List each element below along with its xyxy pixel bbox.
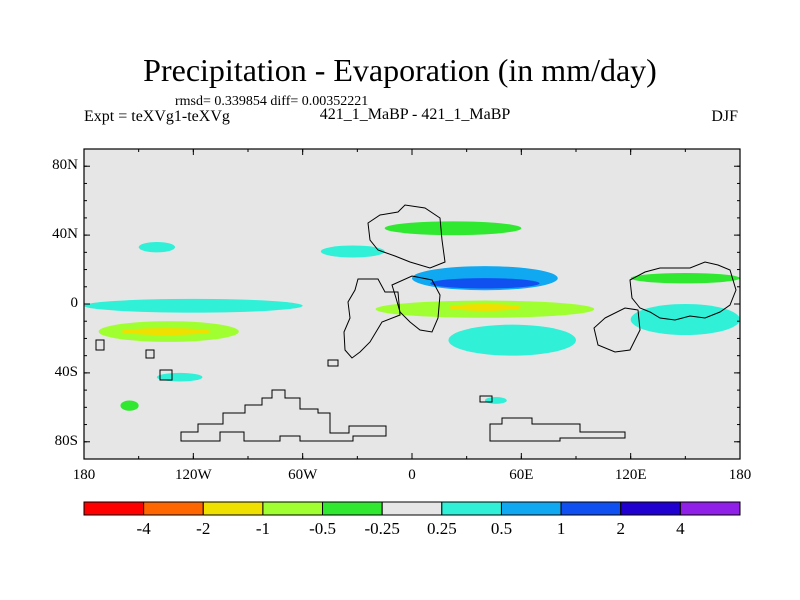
field-region-equatorial-dry-core — [448, 304, 522, 311]
lat-label: 40S — [54, 363, 78, 380]
stats-text: rmsd= 0.339854 diff= 0.00352221 — [175, 94, 369, 109]
lon-label: 60W — [288, 467, 318, 483]
colorbar-box — [679, 501, 741, 516]
colorbar-box — [83, 501, 145, 516]
coastline-island-b — [159, 369, 173, 381]
colorbar-label: -1 — [255, 519, 270, 538]
coastline-africa — [391, 275, 441, 333]
colorbar-label: -2 — [196, 519, 211, 538]
lat-label: 40N — [52, 226, 78, 243]
colorbar-box — [322, 501, 383, 516]
lon-label: 180 — [728, 467, 752, 483]
colorbar-label: -4 — [136, 519, 151, 538]
precip-evap-fields — [84, 221, 740, 411]
coastline-island-e — [95, 339, 105, 351]
colorbar-label: 4 — [676, 519, 685, 538]
colorbar-box — [441, 501, 502, 516]
field-region-southern-ocean-patch-a — [156, 372, 203, 382]
field-region-indian-ocean-wet-band — [448, 324, 576, 356]
colorbar-label: 2 — [616, 519, 625, 538]
field-region-southern-ocean-patch-c — [484, 397, 507, 404]
colorbar-label: 0.25 — [426, 519, 457, 538]
lon-label: 60E — [509, 467, 534, 483]
season-label: DJF — [711, 108, 738, 125]
coastline-south-continent — [180, 389, 387, 442]
coastline-island-d — [479, 395, 493, 403]
plot-title: Precipitation - Evaporation (in mm/day) — [143, 52, 657, 88]
colorbar — [83, 501, 741, 516]
coastline-australia — [593, 307, 641, 353]
colorbar-box — [560, 501, 622, 516]
field-region-eurasia-north-band — [384, 221, 522, 236]
experiment-label: Expt = teXVg1-teXVg — [84, 108, 230, 125]
colorbar-box — [262, 501, 324, 516]
colorbar-label: -0.5 — [309, 519, 336, 538]
coastline-island-a — [327, 359, 339, 367]
coastline-island-c — [145, 349, 155, 359]
coastlines — [95, 204, 737, 442]
field-region-southern-ocean-patch-b — [120, 400, 139, 411]
field-region-south-pacific-convergence-core — [120, 328, 212, 335]
field-region-north-pacific-patch — [138, 242, 176, 253]
colorbar-box — [381, 501, 443, 516]
lat-label: 0 — [70, 295, 79, 311]
coastline-south-america — [343, 278, 401, 359]
colorbar-label: -0.25 — [364, 519, 400, 538]
lat-label: 80N — [52, 157, 78, 174]
lon-label: 180 — [72, 467, 96, 483]
field-region-north-atlantic-band — [320, 245, 385, 258]
coastline-east-asia — [629, 261, 737, 321]
axis-ticks — [83, 149, 741, 459]
colorbar-box — [143, 501, 204, 516]
colorbar-label: 1 — [556, 519, 566, 538]
field-region-tropical-pacific-band — [84, 298, 303, 313]
lat-label: 80S — [54, 432, 78, 449]
coastline-south-east — [489, 417, 626, 442]
lon-label: 120E — [614, 467, 647, 483]
field-region-west-pacific-band — [630, 304, 740, 335]
colorbar-box — [500, 501, 562, 516]
case-label: 421_1_MaBP - 421_1_MaBP — [319, 106, 511, 123]
lon-label: 0 — [408, 467, 416, 483]
colorbar-box — [620, 501, 681, 516]
colorbar-label: 0.5 — [490, 519, 513, 538]
lon-label: 120W — [174, 467, 212, 483]
coastline-eurasia — [367, 204, 446, 269]
field-region-north-pacific-east-band — [630, 273, 740, 284]
colorbar-box — [202, 501, 264, 516]
field-region-mid-latitude-wet-core — [430, 278, 540, 289]
